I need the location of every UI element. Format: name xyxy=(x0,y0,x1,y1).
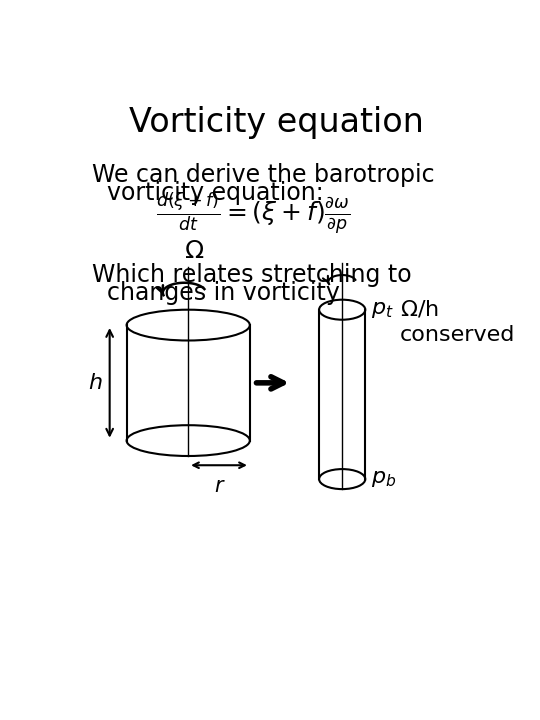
Text: changes in vorticity: changes in vorticity xyxy=(92,282,340,305)
Text: Which relates stretching to: Which relates stretching to xyxy=(92,264,411,287)
Text: We can derive the barotropic: We can derive the barotropic xyxy=(92,163,435,187)
Text: $p_t$: $p_t$ xyxy=(372,300,394,320)
Text: r: r xyxy=(215,476,224,496)
Text: h: h xyxy=(88,373,102,393)
Text: vorticity equation:: vorticity equation: xyxy=(92,181,323,205)
Text: $\Omega$: $\Omega$ xyxy=(184,240,205,264)
Text: $\Omega$/h: $\Omega$/h xyxy=(400,298,438,319)
Text: Vorticity equation: Vorticity equation xyxy=(129,106,424,139)
Text: $\frac{d(\xi+f)}{dt}=(\xi+f)\frac{\partial\omega}{\partial p}$: $\frac{d(\xi+f)}{dt}=(\xi+f)\frac{\parti… xyxy=(157,190,351,237)
Text: conserved: conserved xyxy=(400,325,515,345)
Text: $p_b$: $p_b$ xyxy=(372,469,397,489)
